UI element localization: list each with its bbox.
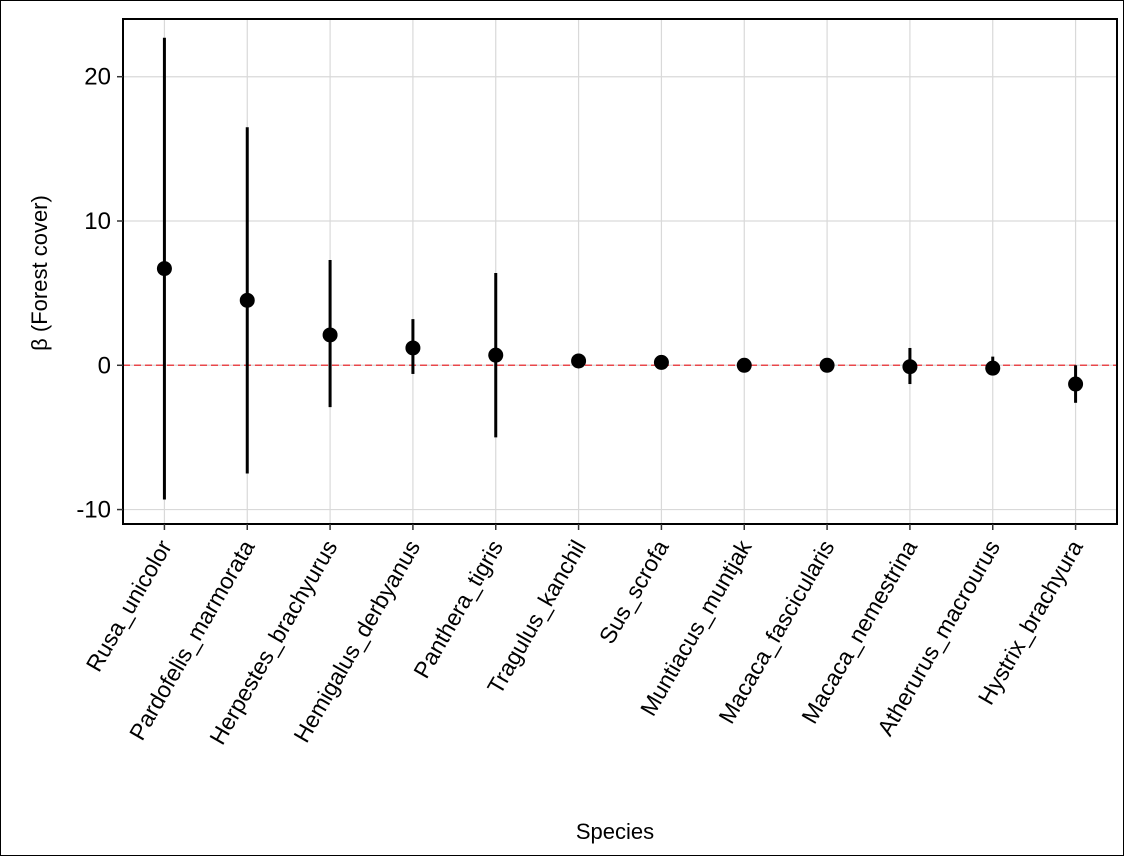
- x-tick-label-0: Rusa_unicolor: [81, 535, 177, 676]
- x-axis-ticks: Rusa_unicolorPardofelis_marmorataHerpest…: [81, 524, 1088, 749]
- point-Hystrix_brachyura: [1068, 376, 1084, 392]
- y-tick-label-2: 10: [84, 208, 111, 235]
- y-axis-title: β (Forest cover): [27, 195, 52, 351]
- y-axis-ticks: -10 0 10 20: [76, 64, 123, 524]
- point-Sus_scrofa: [653, 354, 669, 370]
- y-tick-label-0: -10: [76, 497, 111, 524]
- point-Macaca_nemestrina: [902, 359, 918, 375]
- point-Macaca_fascicularis: [819, 357, 835, 373]
- plot-background: [123, 19, 1117, 524]
- y-tick-label-1: 0: [98, 352, 111, 379]
- x-tick-label-6: Sus_scrofa: [594, 535, 674, 648]
- point-Muntiacus_muntjak: [736, 357, 752, 373]
- point-Rusa_unicolor: [156, 261, 172, 277]
- x-axis-title: Species: [576, 819, 654, 844]
- point-Tragulus_kanchil: [571, 353, 587, 369]
- plot-border: [122, 18, 1118, 525]
- point-Pardofelis_marmorata: [239, 292, 255, 308]
- point-Atherurus_macrourus: [985, 360, 1001, 376]
- points: [156, 261, 1084, 392]
- x-tick-label-4: Panthera_tigris: [408, 536, 508, 683]
- point-Hemigalus_derbyanus: [405, 340, 421, 356]
- y-tick-label-3: 20: [84, 64, 111, 91]
- point-Panthera_tigris: [488, 347, 504, 363]
- point-Herpestes_brachyurus: [322, 327, 338, 343]
